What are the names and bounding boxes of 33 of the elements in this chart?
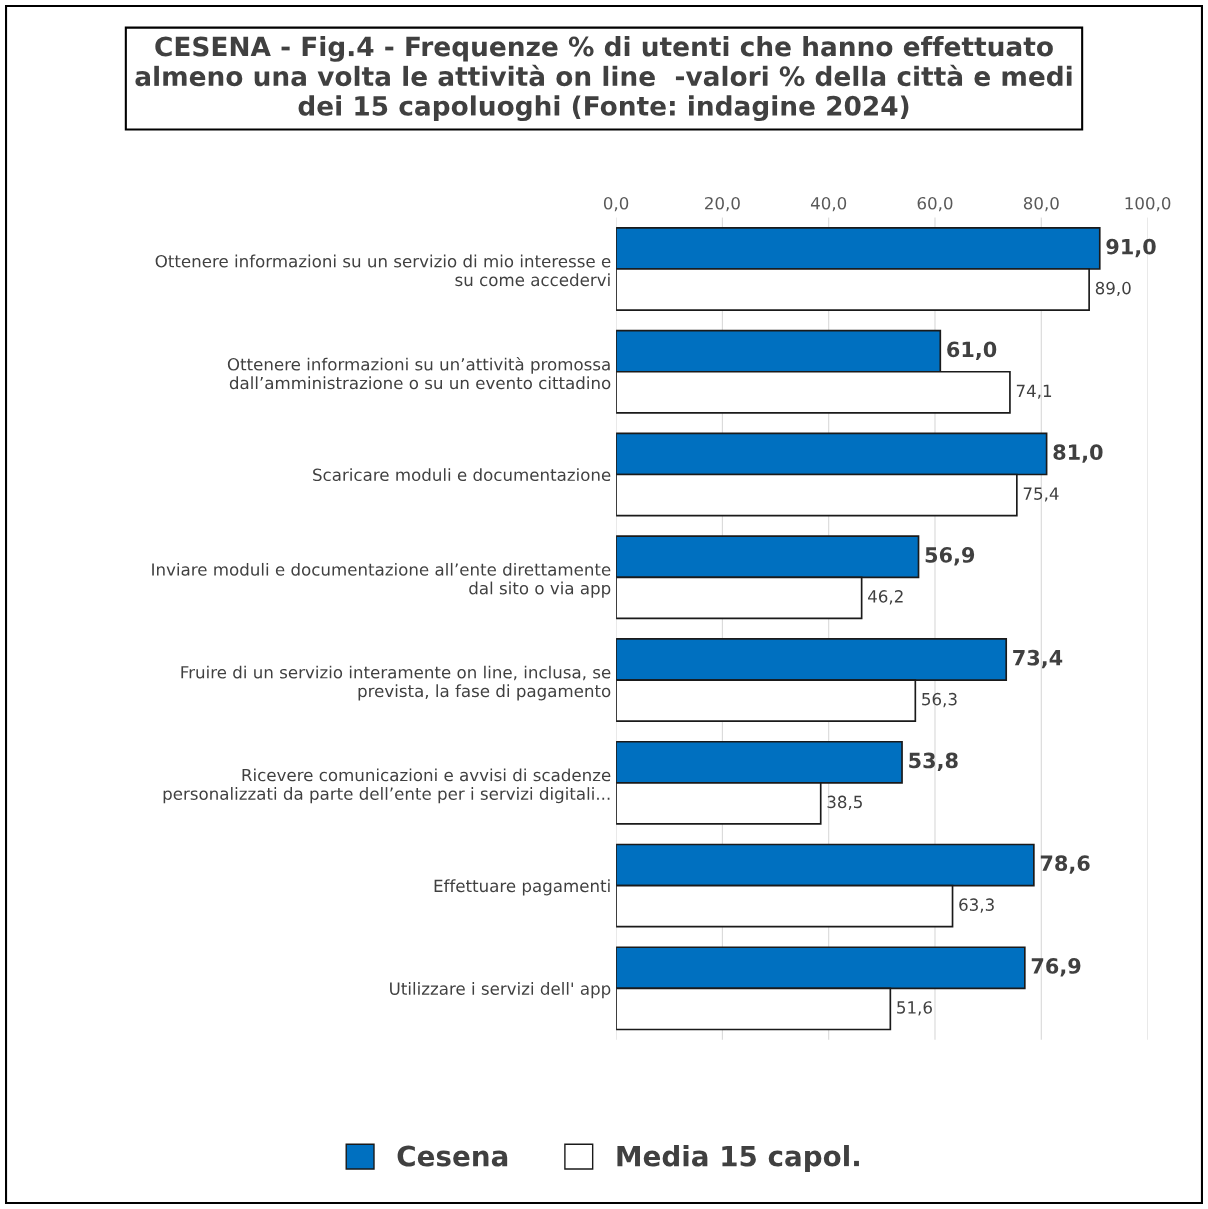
data-label: 76,9 (1031, 958, 1081, 977)
data-label: 74,1 (1016, 384, 1052, 399)
data-label: 51,6 (897, 1001, 932, 1016)
y-tick-label: Scaricare moduli e documentazione (313, 468, 611, 482)
data-label: 56,3 (922, 692, 957, 708)
data-label: 63,3 (959, 898, 994, 913)
data-label: 73,4 (1013, 649, 1063, 669)
chart-title: CESENA - Fig.4 - Frequenze % di utenti che hanno effettuato almeno una volta le attività on line -valori % della città e medi dei 15 capoluoghi (Fonte: indagine 2024) (135, 36, 1072, 122)
x-tick-label: 100,0 (1125, 196, 1171, 212)
x-tick-label: 60,0 (917, 196, 953, 212)
y-tick-label: Utilizzare i servizi dell' app (390, 982, 611, 999)
y-tick-label: Ottenere informazioni su un servizio di mio interesse e su come accedervi (155, 254, 611, 287)
data-label: 75,4 (1023, 487, 1059, 502)
data-label: 89,0 (1095, 281, 1131, 297)
legend-label: Media 15 capol. (617, 1145, 859, 1172)
y-tick-label: Effettuare pagamenti (434, 879, 610, 896)
data-label: 61,0 (947, 341, 997, 360)
x-tick-label: 20,0 (705, 196, 740, 212)
y-tick-label: Ricevere comunicazioni e avvisi di scadenze personalizzati da parte dell’ente per i servizi digitali... (163, 768, 611, 804)
x-tick-label: 0,0 (603, 196, 629, 212)
data-label: 46,2 (868, 590, 903, 605)
data-label: 56,9 (925, 547, 975, 566)
y-tick-label: Ottenere informazioni su un’attività promossa dall’amministrazione o su un evento cittadino (227, 357, 611, 390)
data-label: 81,0 (1053, 444, 1103, 463)
y-tick-label: Fruire di un servizio interamente on line, inclusa, se prevista, la fase di pagamento (181, 665, 611, 701)
x-tick-label: 80,0 (1023, 196, 1059, 212)
data-label: 78,6 (1040, 855, 1090, 874)
data-label: 91,0 (1106, 238, 1156, 258)
data-label: 53,8 (909, 752, 958, 771)
x-tick-label: 40,0 (810, 196, 847, 212)
legend-label: Cesena (397, 1145, 508, 1167)
data-label: 38,5 (827, 795, 862, 810)
y-tick-label: Inviare moduli e documentazione all’ente direttamente dal sito o via app (152, 562, 611, 598)
